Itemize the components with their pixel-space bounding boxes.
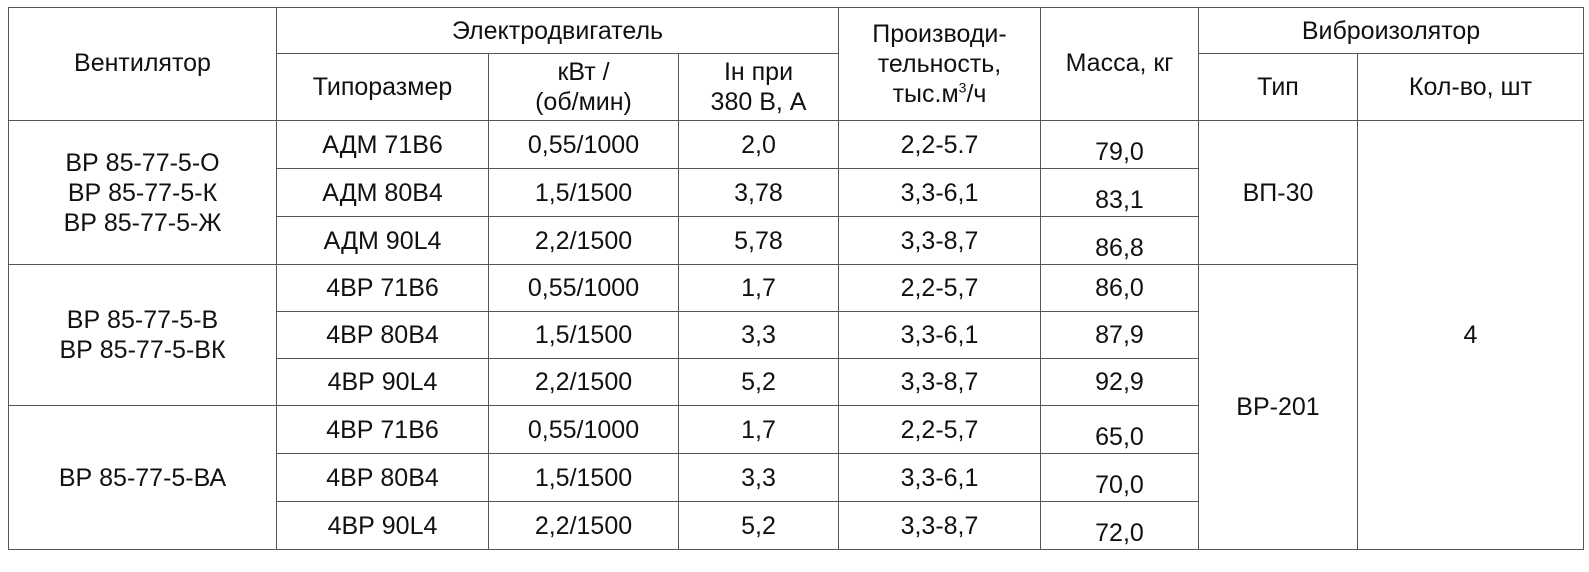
header-isolator-qty: Кол-во, шт <box>1357 53 1584 121</box>
motor-size-cell: АДМ 71В6 <box>276 120 489 169</box>
capacity-cell: 3,3-6,1 <box>838 311 1041 359</box>
motor-current-cell: 5,2 <box>678 358 839 406</box>
motor-current-cell: 1,7 <box>678 264 839 312</box>
mass-cell: 83,1 <box>1040 168 1199 217</box>
capacity-cell: 3,3-8,7 <box>838 358 1041 406</box>
mass-cell: 87,9 <box>1040 311 1199 359</box>
mass-cell: 65,0 <box>1040 405 1199 454</box>
fan-model: ВР 85-77-5-К <box>67 178 218 207</box>
isolator-type-cell: ВР-201 <box>1198 264 1358 550</box>
motor-current-cell: 5,2 <box>678 501 839 550</box>
fan-spec-table: Вентилятор Электродвигатель Производи- т… <box>8 7 1584 550</box>
capacity-cell: 2,2-5,7 <box>838 405 1041 454</box>
motor-size-cell: 4ВР 90L4 <box>276 501 489 550</box>
motor-size-cell: 4ВР 80В4 <box>276 453 489 502</box>
header-motor-power-line2: (об/мин) <box>535 88 632 116</box>
table-row: ВР 85-77-5-О ВР 85-77-5-К ВР 85-77-5-Ж А… <box>8 120 1584 550</box>
header-capacity-unit-sup: 3 <box>958 79 967 96</box>
motor-power-cell: 0,55/1000 <box>488 405 679 454</box>
capacity-cell: 3,3-8,7 <box>838 501 1041 550</box>
header-capacity-unit-b: /ч <box>966 80 987 108</box>
header-row-sub: Типоразмер кВт / (об/мин) Iн при 380 В, … <box>9 53 1584 121</box>
header-isolator: Виброизолятор <box>1198 7 1584 54</box>
motor-current-cell: 2,0 <box>678 120 839 169</box>
table-row: АДМ 90L4 2,2/1500 5,78 3,3-8,7 86,8 <box>9 216 1584 265</box>
header-motor-current-line1: Iн при <box>723 58 794 86</box>
motor-current-cell: 3,3 <box>678 311 839 359</box>
mass-cell: 86,8 <box>1040 216 1199 265</box>
fan-model: ВР 85-77-5-ВА <box>58 463 227 492</box>
mass-cell: 72,0 <box>1040 501 1199 550</box>
table-row: 4ВР 90L4 2,2/1500 5,2 3,3-8,7 92,9 <box>9 358 1584 406</box>
header-motor-current-line2: 380 В, А <box>710 88 807 116</box>
table-row: 4ВР 80В4 1,5/1500 3,3 3,3-6,1 70,0 <box>9 453 1584 502</box>
isolator-type-cell: ВП-30 <box>1198 120 1358 265</box>
motor-power-cell: 2,2/1500 <box>488 358 679 406</box>
header-motor: Электродвигатель <box>276 7 839 54</box>
header-isolator-type: Тип <box>1198 53 1358 121</box>
table-row: ВР 85-77-5-ВА 4ВР 71В6 0,55/1000 1,7 2,2… <box>8 405 1584 550</box>
motor-power-cell: 0,55/1000 <box>488 120 679 169</box>
motor-power-cell: 2,2/1500 <box>488 501 679 550</box>
capacity-cell: 2,2-5.7 <box>838 120 1041 169</box>
header-row-top: Вентилятор Электродвигатель Производи- т… <box>8 7 1584 121</box>
capacity-cell: 2,2-5,7 <box>838 264 1041 312</box>
mass-cell: 92,9 <box>1040 358 1199 406</box>
mass-cell: 86,0 <box>1040 264 1199 312</box>
motor-power-cell: 1,5/1500 <box>488 453 679 502</box>
header-capacity-line1: Производи- <box>872 20 1007 48</box>
table-row: АДМ 80В4 1,5/1500 3,78 3,3-6,1 83,1 <box>9 168 1584 217</box>
fan-model: ВР 85-77-5-В <box>66 306 219 334</box>
motor-size-cell: 4ВР 80В4 <box>276 311 489 359</box>
motor-current-cell: 3,3 <box>678 453 839 502</box>
header-capacity: Производи- тельность, тыс.м3/ч <box>838 7 1041 121</box>
header-motor-size: Типоразмер <box>276 53 489 121</box>
header-capacity-line3: тыс.м3/ч <box>843 79 1036 109</box>
header-motor-current: Iн при 380 В, А <box>678 53 839 121</box>
motor-power-cell: 1,5/1500 <box>488 168 679 217</box>
fan-model: ВР 85-77-5-О <box>65 148 220 177</box>
fan-group-2: ВР 85-77-5-В ВР 85-77-5-ВК <box>8 264 277 406</box>
motor-power-cell: 0,55/1000 <box>488 264 679 312</box>
capacity-cell: 3,3-6,1 <box>838 168 1041 217</box>
motor-size-cell: 4ВР 71В6 <box>276 264 489 312</box>
motor-current-cell: 3,78 <box>678 168 839 217</box>
header-motor-power-line1: кВт / <box>557 58 610 86</box>
motor-size-cell: АДМ 90L4 <box>276 216 489 265</box>
capacity-cell: 3,3-8,7 <box>838 216 1041 265</box>
fan-group-3: ВР 85-77-5-ВА <box>8 405 277 550</box>
motor-size-cell: 4ВР 71В6 <box>276 405 489 454</box>
motor-power-cell: 1,5/1500 <box>488 311 679 359</box>
table-row: 4ВР 90L4 2,2/1500 5,2 3,3-8,7 72,0 <box>9 501 1584 550</box>
fan-group-1: ВР 85-77-5-О ВР 85-77-5-К ВР 85-77-5-Ж <box>8 120 277 265</box>
header-capacity-unit-a: тыс.м <box>892 80 959 108</box>
motor-size-cell: 4ВР 90L4 <box>276 358 489 406</box>
fan-model: ВР 85-77-5-Ж <box>63 208 222 237</box>
motor-current-cell: 5,78 <box>678 216 839 265</box>
capacity-cell: 3,3-6,1 <box>838 453 1041 502</box>
header-fan: Вентилятор <box>8 7 277 121</box>
mass-cell: 70,0 <box>1040 453 1199 502</box>
mass-cell: 79,0 <box>1040 120 1199 169</box>
motor-current-cell: 1,7 <box>678 405 839 454</box>
isolator-qty-cell: 4 <box>1357 120 1584 550</box>
header-capacity-line2: тельность, <box>877 50 1002 78</box>
table-row: ВР 85-77-5-В ВР 85-77-5-ВК 4ВР 71В6 0,55… <box>8 264 1584 550</box>
header-mass: Масса, кг <box>1040 7 1199 121</box>
table-row: 4ВР 80В4 1,5/1500 3,3 3,3-6,1 87,9 <box>9 311 1584 359</box>
motor-power-cell: 2,2/1500 <box>488 216 679 265</box>
fan-model: ВР 85-77-5-ВК <box>59 336 226 364</box>
header-motor-power: кВт / (об/мин) <box>488 53 679 121</box>
motor-size-cell: АДМ 80В4 <box>276 168 489 217</box>
